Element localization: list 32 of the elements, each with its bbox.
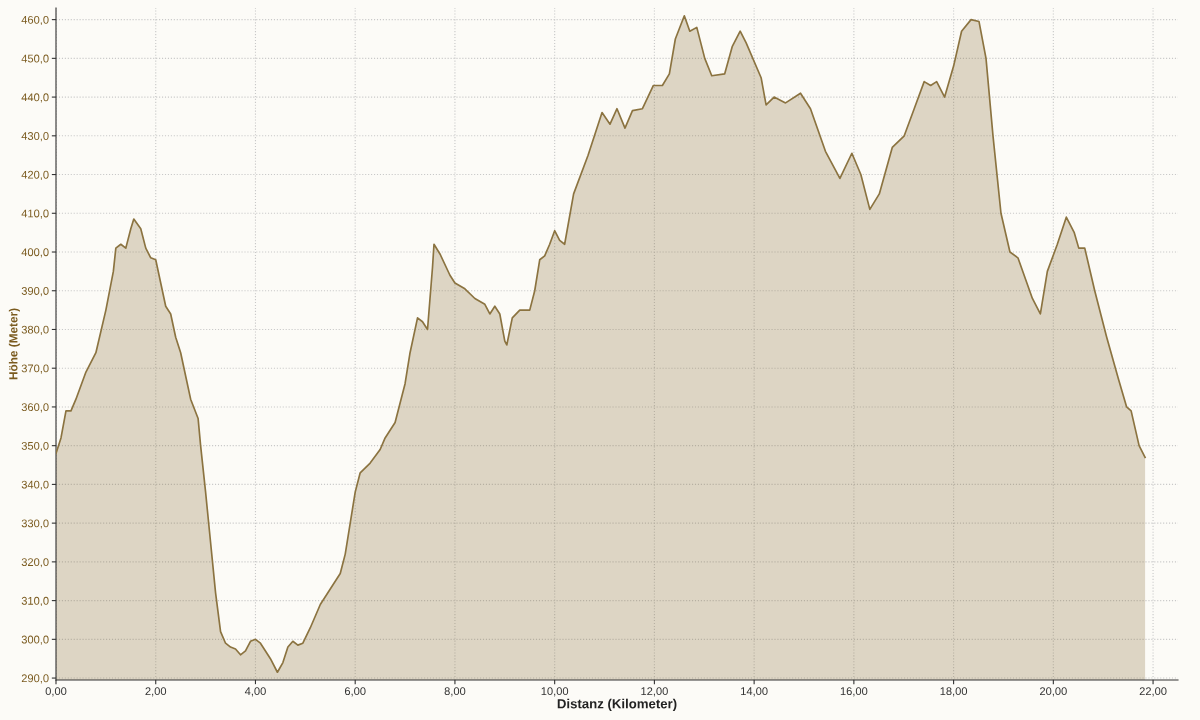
x-tick-label: 10,00 bbox=[541, 687, 569, 697]
x-tick-label: 2,00 bbox=[145, 687, 167, 697]
x-tick-label: 12,00 bbox=[641, 687, 668, 697]
y-tick-label: 450,0 bbox=[21, 54, 49, 64]
y-tick-label: 420,0 bbox=[21, 170, 49, 180]
x-tick-label: 20,00 bbox=[1039, 687, 1067, 697]
y-tick-label: 380,0 bbox=[21, 325, 49, 335]
x-tick-label: 4,00 bbox=[244, 687, 266, 697]
x-tick-label: 14,00 bbox=[741, 687, 768, 697]
y-tick-label: 330,0 bbox=[21, 519, 49, 529]
y-tick-label: 440,0 bbox=[21, 93, 49, 103]
x-tick-label: 0,00 bbox=[45, 687, 67, 697]
y-tick-label: 290,0 bbox=[21, 674, 49, 684]
y-tick-label: 400,0 bbox=[21, 248, 49, 258]
y-tick-label: 370,0 bbox=[21, 364, 49, 374]
x-tick-label: 6,00 bbox=[344, 687, 366, 697]
y-tick-label: 340,0 bbox=[21, 480, 49, 490]
y-tick-label: 410,0 bbox=[21, 209, 49, 219]
y-tick-label: 320,0 bbox=[21, 558, 49, 568]
y-tick-label: 300,0 bbox=[21, 635, 49, 645]
x-tick-label: 16,00 bbox=[840, 687, 868, 697]
x-tick-label: 8,00 bbox=[444, 687, 466, 697]
y-tick-label: 390,0 bbox=[21, 287, 49, 297]
y-tick-label: 350,0 bbox=[21, 441, 49, 452]
x-tick-label: 22,00 bbox=[1139, 687, 1167, 697]
y-tick-label: 460,0 bbox=[21, 15, 49, 26]
x-axis-title: Distanz (Kilometer) bbox=[557, 698, 677, 711]
y-tick-label: 310,0 bbox=[21, 596, 49, 607]
y-axis-title: Höhe (Meter) bbox=[8, 308, 20, 380]
y-tick-label: 430,0 bbox=[21, 132, 49, 142]
x-tick-label: 18,00 bbox=[940, 687, 968, 697]
y-tick-label: 360,0 bbox=[21, 403, 49, 413]
